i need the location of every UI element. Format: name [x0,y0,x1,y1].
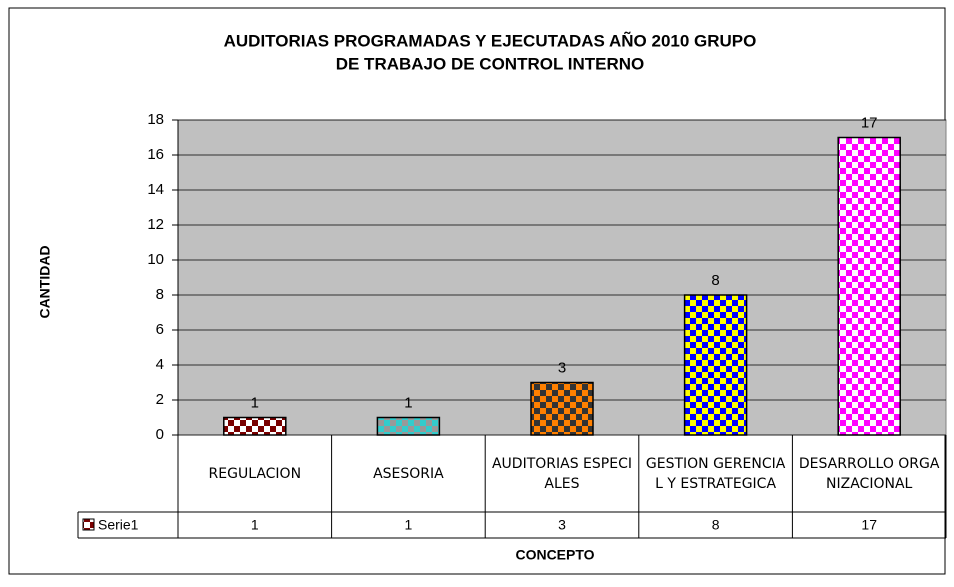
y-tick-label: 10 [147,251,164,268]
table-value: 1 [405,517,413,533]
table-value: 17 [861,517,877,533]
x-tick-label: AUDITORIAS ESPECIALES [491,455,632,492]
bar [837,136,901,436]
data-label: 8 [711,272,719,289]
data-label: 1 [251,394,259,411]
y-tick-label: 18 [147,111,164,128]
x-tick-label: ASESORIA [373,465,444,482]
y-tick-label: 16 [147,146,164,163]
x-tick-label-box: REGULACION [208,465,302,482]
x-tick-label-box: ASESORIA [373,465,444,482]
chart-title: AUDITORIAS PROGRAMADAS Y EJECUTADAS AÑO … [224,30,757,50]
y-tick-label: 14 [147,181,164,198]
x-axis-title: CONCEPTO [515,547,594,563]
x-tick-label-box: AUDITORIAS ESPECIALES [491,455,632,492]
x-tick-label: GESTION GERENCIAL Y ESTRATEGICA [645,455,786,492]
bar [683,294,748,436]
y-tick-label: 12 [147,216,164,233]
x-tick-label-box: DESARROLLO ORGANIZACIONAL [798,455,940,492]
x-tick-label: REGULACION [208,465,302,482]
legend-key [82,518,95,531]
y-tick-label: 2 [156,391,164,408]
table-value: 8 [712,517,720,533]
y-axis-title: CANTIDAD [37,245,53,318]
bar [223,416,287,436]
y-tick-label: 0 [156,426,164,443]
y-tick-label: 4 [156,356,164,373]
table-value: 3 [558,517,566,533]
x-tick-label-box: GESTION GERENCIAL Y ESTRATEGICA [645,455,786,492]
y-tick-label: 8 [156,286,164,303]
legend-label: Serie1 [98,517,139,533]
bar [376,416,441,436]
data-label: 17 [861,114,878,131]
x-tick-label: DESARROLLO ORGANIZACIONAL [798,455,940,492]
table-value: 1 [251,517,259,533]
y-tick-label: 6 [156,321,164,338]
bar [530,381,594,436]
data-label: 3 [558,359,566,376]
chart-title: DE TRABAJO DE CONTROL INTERNO [336,54,645,73]
data-label: 1 [404,394,412,411]
